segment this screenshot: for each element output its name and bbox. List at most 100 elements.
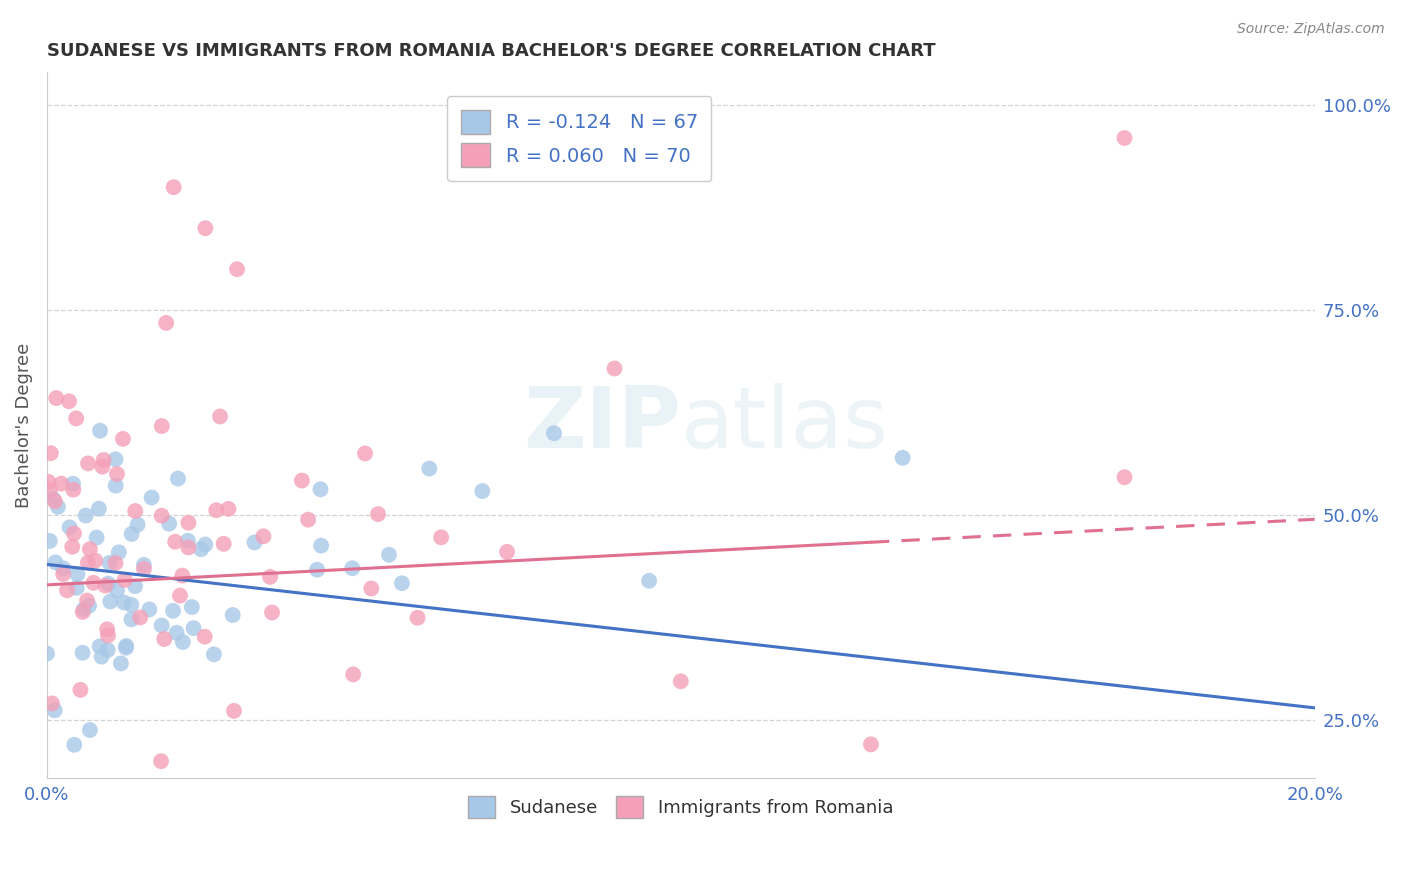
Point <box>342 561 364 575</box>
Point <box>69 682 91 697</box>
Point <box>354 446 377 460</box>
Point <box>39 483 62 498</box>
Point <box>202 648 225 662</box>
Point <box>406 611 429 625</box>
Point <box>1114 131 1136 145</box>
Point <box>367 507 389 521</box>
Point <box>63 526 86 541</box>
Point <box>97 576 120 591</box>
Point <box>180 600 202 615</box>
Point <box>44 555 66 569</box>
Point <box>166 625 188 640</box>
Point <box>58 394 80 409</box>
Point <box>104 556 127 570</box>
Point <box>120 598 142 612</box>
Point <box>120 612 142 626</box>
Point <box>58 520 80 534</box>
Point <box>76 593 98 607</box>
Point <box>1114 470 1136 484</box>
Point <box>84 553 107 567</box>
Point <box>41 697 63 711</box>
Point <box>89 424 111 438</box>
Point <box>44 494 66 508</box>
Point <box>638 574 661 588</box>
Point <box>172 568 194 582</box>
Point <box>83 575 105 590</box>
Point <box>194 630 217 644</box>
Point <box>496 545 519 559</box>
Text: atlas: atlas <box>681 384 889 467</box>
Point <box>169 589 191 603</box>
Point <box>77 556 100 570</box>
Point <box>859 738 882 752</box>
Text: SUDANESE VS IMMIGRANTS FROM ROMANIA BACHELOR'S DEGREE CORRELATION CHART: SUDANESE VS IMMIGRANTS FROM ROMANIA BACH… <box>46 42 935 60</box>
Point <box>104 452 127 467</box>
Point <box>150 508 173 523</box>
Point <box>98 594 121 608</box>
Point <box>209 409 232 424</box>
Point <box>471 484 494 499</box>
Point <box>77 456 100 470</box>
Point <box>66 567 89 582</box>
Point <box>62 483 84 497</box>
Point <box>75 508 97 523</box>
Point <box>543 426 565 441</box>
Point <box>360 582 382 596</box>
Point <box>167 472 190 486</box>
Point <box>183 621 205 635</box>
Point <box>91 459 114 474</box>
Point <box>77 599 100 613</box>
Point <box>132 558 155 572</box>
Point <box>260 606 283 620</box>
Point <box>97 643 120 657</box>
Point <box>86 531 108 545</box>
Point <box>172 635 194 649</box>
Point <box>194 537 217 551</box>
Point <box>669 674 692 689</box>
Point <box>226 262 249 277</box>
Point <box>194 221 217 235</box>
Point <box>177 516 200 530</box>
Point <box>121 527 143 541</box>
Point <box>309 482 332 496</box>
Point <box>190 542 212 557</box>
Point <box>157 516 180 531</box>
Point <box>342 667 364 681</box>
Point <box>35 647 58 661</box>
Point <box>222 704 245 718</box>
Point <box>212 537 235 551</box>
Point <box>124 579 146 593</box>
Point <box>291 474 314 488</box>
Point <box>66 581 89 595</box>
Point <box>430 530 453 544</box>
Point <box>63 738 86 752</box>
Point <box>73 602 96 616</box>
Point <box>44 703 66 717</box>
Point <box>111 432 134 446</box>
Point <box>141 491 163 505</box>
Point <box>110 657 132 671</box>
Point <box>177 541 200 555</box>
Point <box>51 476 73 491</box>
Point <box>391 576 413 591</box>
Point <box>42 491 65 506</box>
Point <box>177 533 200 548</box>
Point <box>105 467 128 481</box>
Point <box>124 504 146 518</box>
Point <box>891 450 914 465</box>
Point <box>138 602 160 616</box>
Point <box>90 649 112 664</box>
Point <box>79 723 101 737</box>
Point <box>108 545 131 559</box>
Point <box>115 640 138 655</box>
Point <box>603 361 626 376</box>
Point <box>259 570 281 584</box>
Point <box>105 583 128 598</box>
Point <box>129 610 152 624</box>
Point <box>94 579 117 593</box>
Point <box>52 567 75 582</box>
Point <box>45 391 67 405</box>
Point <box>79 542 101 557</box>
Point <box>217 501 239 516</box>
Point <box>114 573 136 587</box>
